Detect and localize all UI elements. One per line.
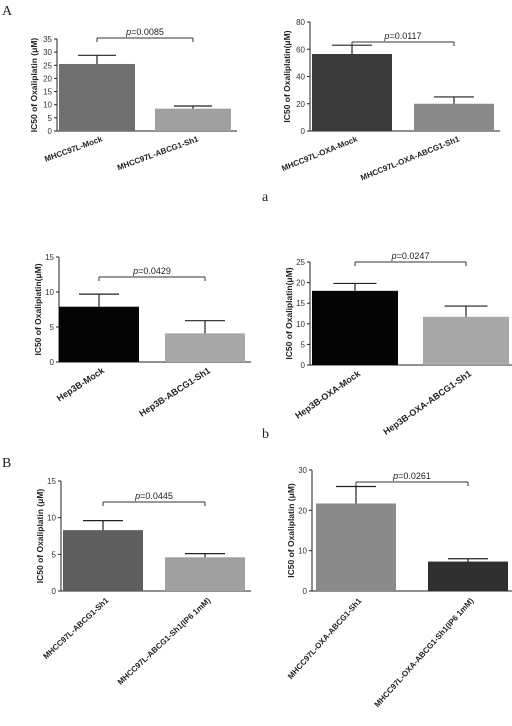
p-value-label: p=0.0247 [391, 251, 430, 261]
p-value-label: p=0.0261 [392, 471, 431, 481]
y-tick-label: 10 [298, 547, 307, 556]
category-label: MHCC97L-ABCG1-Sh1(IP6 1mM) [116, 596, 213, 687]
y-axis-label: IC50 of Oxaliplatin(μM) [282, 30, 292, 122]
y-tick-label: 20 [43, 74, 52, 83]
charts-layer: 0 5 10 15 20 25 30 35 IC50 of Oxaliplatin (μM) MH… [29, 18, 512, 709]
chart-2: 0 20 40 60 80 IC50 of Oxaliplatin(μM) MHCC97L-… [280, 18, 500, 182]
y-tick-label: 40 [296, 73, 305, 82]
y-tick-label: 0 [301, 361, 306, 370]
sub-label-a: a [262, 190, 269, 205]
category-label: MHCC97L-OXA-Mock [280, 134, 359, 173]
y-tick-label: 15 [47, 477, 56, 486]
category-label: MHCC97L-ABCG1-Sh1 [116, 134, 200, 172]
p-value-label: p=0.0117 [383, 31, 421, 41]
category-label: MHCC97L-ABCG1-Sh1 [41, 596, 110, 661]
category-label: Hep3B-Mock [55, 365, 107, 404]
bar [414, 103, 494, 131]
y-tick-label: 15 [43, 88, 52, 97]
y-tick-label: 25 [296, 258, 305, 267]
y-tick-label: 10 [47, 514, 56, 523]
y-tick-label: 60 [296, 45, 305, 54]
y-axis-label: IC50 of Oxaliplatin (μM) [286, 483, 296, 578]
category-label: Hep3B-ABCG1-Sh1 [137, 365, 212, 418]
sub-label-b: b [262, 427, 269, 442]
y-tick-label: 15 [296, 299, 305, 308]
y-tick-label: 0 [48, 127, 53, 136]
y-tick-label: 10 [43, 101, 52, 110]
y-tick-label: 35 [43, 35, 52, 44]
y-tick-label: 25 [43, 61, 52, 70]
p-value-label: p=0.0429 [132, 266, 171, 276]
category-label: Hep3B-OXA-Mock [293, 368, 363, 421]
y-axis-label: IC50 of Oxaliplatin(μM) [33, 263, 43, 355]
y-tick-label: 5 [301, 340, 306, 349]
y-tick-label: 0 [50, 358, 55, 367]
y-tick-label: 10 [296, 320, 305, 329]
y-tick-label: 80 [296, 18, 305, 27]
y-tick-label: 5 [48, 114, 53, 123]
y-tick-label: 20 [296, 100, 305, 109]
category-label: MHCC97L-OXA-ABCG1-Sh1(IP6 1mM) [373, 596, 476, 709]
bar [155, 108, 231, 131]
category-label: MHCC97L-Mock [43, 134, 104, 163]
y-tick-label: 10 [45, 288, 54, 297]
chart-1: 0 5 10 15 20 25 30 35 IC50 of Oxaliplatin (μM) MH… [29, 27, 237, 172]
p-value-label: p=0.0085 [125, 27, 164, 37]
panel-label-A: A [2, 4, 13, 19]
bar [59, 63, 135, 131]
y-tick-label: 0 [301, 127, 306, 136]
y-tick-label: 5 [52, 550, 57, 559]
bar [63, 530, 143, 591]
bar [59, 306, 139, 362]
y-tick-label: 20 [298, 506, 307, 515]
category-label: MHCC97L-OXA-ABCG1-Sh1 [359, 134, 461, 182]
y-axis-label: IC50 of Oxaliplatin (μM) [35, 489, 45, 584]
bar [312, 54, 392, 131]
y-axis-label: IC50 of Oxaliplatin (μM) [29, 38, 39, 133]
bar [423, 316, 509, 365]
y-tick-label: 15 [45, 253, 54, 262]
bar [165, 557, 245, 591]
bar [316, 503, 396, 591]
y-tick-label: 30 [43, 48, 52, 57]
p-value-label: p=0.0445 [134, 491, 173, 501]
bar [428, 561, 508, 591]
bar [312, 290, 398, 365]
category-label: MHCC97L-OXA-ABCG1-Sh1 [286, 596, 364, 681]
category-label: Hep3B-OXA-ABCG1-Sh1 [381, 368, 473, 436]
y-axis-label: IC50 of Oxaliplatin(μM) [284, 267, 294, 359]
y-tick-label: 30 [298, 466, 307, 475]
y-tick-label: 20 [296, 279, 305, 288]
y-tick-label: 5 [50, 323, 55, 332]
bar [165, 333, 245, 362]
y-tick-label: 0 [303, 587, 308, 596]
panel-label-B: B [2, 456, 11, 471]
y-tick-label: 0 [52, 587, 57, 596]
